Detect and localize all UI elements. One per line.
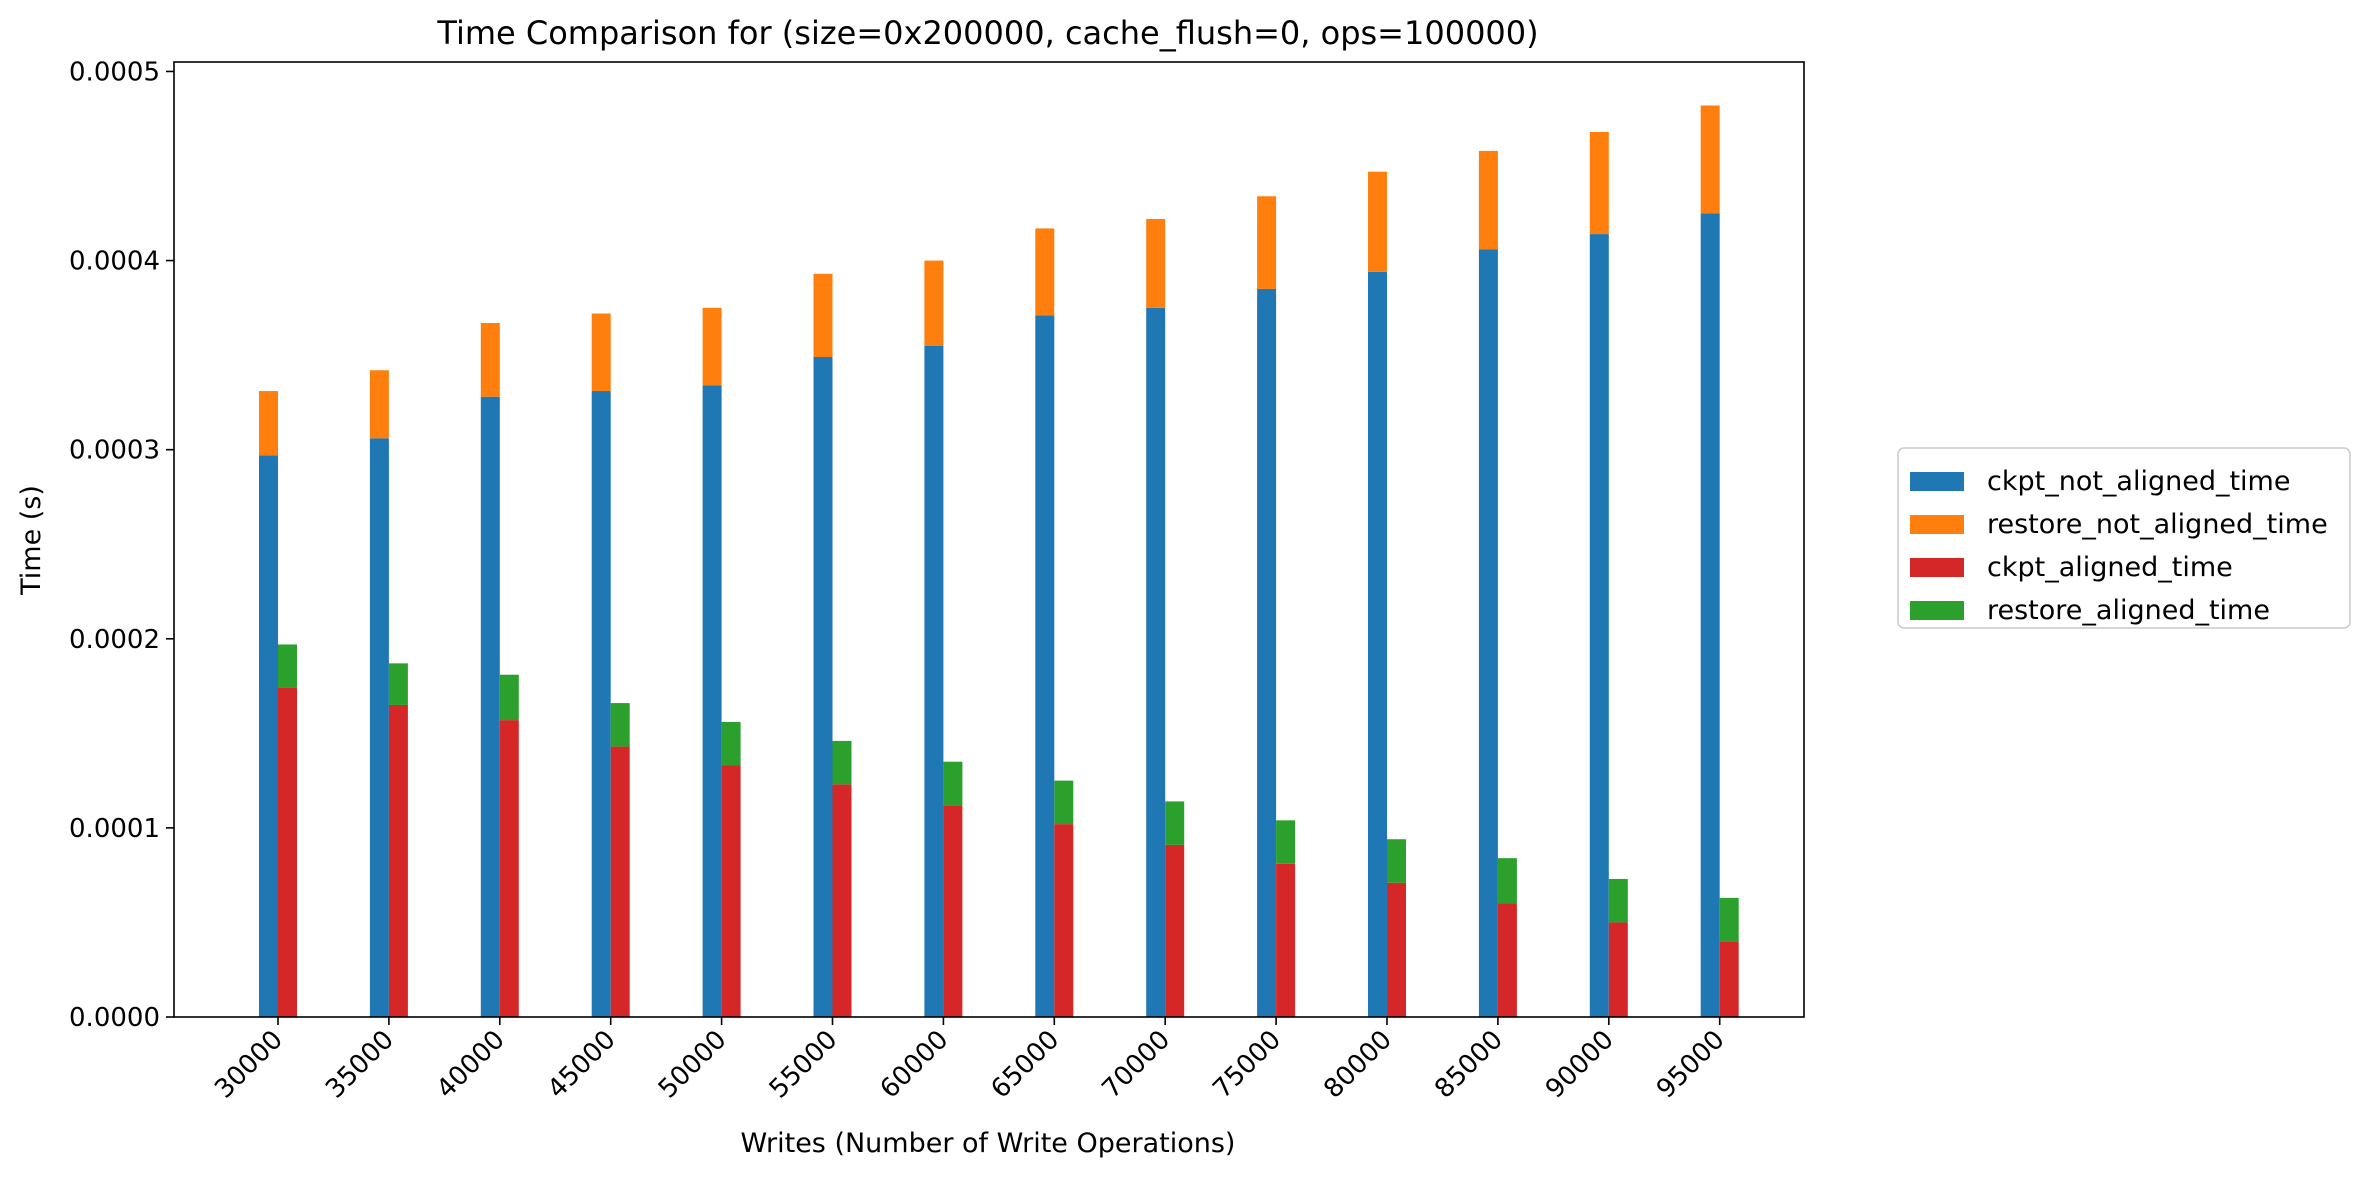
bar-ckpt-aligned-time-35000 — [388, 704, 408, 1017]
bar-restore-aligned-time-65000 — [1054, 780, 1074, 825]
legend-label-restore-not-aligned-time: restore_not_aligned_time — [1987, 509, 2328, 540]
bar-restore-not-aligned-time-75000 — [1257, 196, 1277, 289]
bar-ckpt-not-aligned-time-95000 — [1700, 213, 1720, 1018]
x-tick-label: 50000 — [653, 1025, 733, 1105]
x-tick-label: 65000 — [986, 1025, 1066, 1105]
bar-restore-aligned-time-85000 — [1497, 858, 1517, 904]
bars-layer — [259, 105, 1739, 1018]
bar-restore-aligned-time-95000 — [1719, 897, 1739, 942]
bar-restore-not-aligned-time-45000 — [591, 313, 611, 392]
x-tick-label: 60000 — [875, 1025, 955, 1105]
legend-label-ckpt-not-aligned-time: ckpt_not_aligned_time — [1987, 466, 2290, 497]
x-tick-label: 85000 — [1429, 1025, 1509, 1105]
bar-ckpt-not-aligned-time-75000 — [1257, 288, 1277, 1018]
bar-restore-not-aligned-time-70000 — [1146, 218, 1166, 308]
bar-ckpt-aligned-time-65000 — [1054, 824, 1074, 1017]
legend-swatch-restore-not-aligned-time — [1910, 515, 1964, 534]
bar-restore-not-aligned-time-60000 — [924, 260, 944, 346]
bar-restore-not-aligned-time-50000 — [702, 307, 722, 386]
bar-ckpt-not-aligned-time-30000 — [259, 455, 278, 1017]
legend-label-restore-aligned-time: restore_aligned_time — [1987, 595, 2270, 626]
bar-ckpt-aligned-time-95000 — [1719, 941, 1739, 1017]
x-tick-label: 35000 — [320, 1025, 400, 1105]
bar-ckpt-aligned-time-50000 — [721, 765, 741, 1017]
y-tick-label: 0.0002 — [69, 625, 160, 655]
plot-frame — [173, 61, 1805, 1018]
y-tick-label: 0.0004 — [69, 247, 160, 277]
legend-label-ckpt-aligned-time: ckpt_aligned_time — [1987, 552, 2233, 583]
bar-ckpt-not-aligned-time-55000 — [813, 357, 833, 1017]
bar-restore-aligned-time-30000 — [278, 644, 297, 688]
bar-ckpt-aligned-time-40000 — [499, 720, 519, 1017]
bar-restore-aligned-time-55000 — [832, 740, 852, 785]
x-tick-label: 45000 — [542, 1025, 622, 1105]
bar-ckpt-aligned-time-55000 — [832, 784, 852, 1017]
bar-ckpt-aligned-time-90000 — [1608, 922, 1628, 1017]
y-tick-label: 0.0000 — [69, 1003, 160, 1033]
x-tick-label: 90000 — [1540, 1025, 1620, 1105]
legend-swatch-ckpt-aligned-time — [1910, 558, 1964, 577]
y-axis: 0.0000 0.0001 0.0002 0.0003 0.0004 0.0005 — [69, 57, 174, 1033]
bar-restore-not-aligned-time-65000 — [1035, 228, 1055, 316]
bar-restore-aligned-time-90000 — [1608, 878, 1628, 923]
y-axis-title: Time (s) — [16, 485, 47, 596]
bar-restore-aligned-time-35000 — [388, 663, 408, 705]
x-tick-label: 95000 — [1651, 1025, 1731, 1105]
bar-ckpt-aligned-time-30000 — [278, 687, 297, 1017]
bar-restore-not-aligned-time-35000 — [369, 370, 389, 439]
bar-ckpt-not-aligned-time-45000 — [591, 391, 611, 1017]
bar-ckpt-aligned-time-60000 — [943, 805, 963, 1017]
bar-restore-aligned-time-70000 — [1165, 801, 1185, 845]
bar-restore-aligned-time-60000 — [943, 761, 963, 806]
bar-ckpt-aligned-time-70000 — [1165, 844, 1185, 1017]
legend: ckpt_not_aligned_time restore_not_aligned… — [1897, 447, 2351, 629]
bar-ckpt-not-aligned-time-50000 — [702, 385, 722, 1018]
bar-ckpt-not-aligned-time-60000 — [924, 345, 944, 1018]
bar-restore-not-aligned-time-40000 — [480, 322, 500, 397]
bar-ckpt-aligned-time-75000 — [1276, 863, 1296, 1017]
x-tick-label: 70000 — [1096, 1025, 1176, 1105]
bar-restore-not-aligned-time-90000 — [1589, 131, 1609, 235]
legend-frame — [1897, 447, 2351, 629]
legend-swatch-ckpt-not-aligned-time — [1910, 472, 1964, 491]
bar-ckpt-not-aligned-time-35000 — [369, 438, 389, 1017]
bar-restore-not-aligned-time-30000 — [259, 391, 278, 456]
bar-restore-not-aligned-time-80000 — [1368, 171, 1387, 272]
y-tick-label: 0.0003 — [69, 436, 160, 466]
bar-restore-not-aligned-time-55000 — [813, 273, 833, 358]
x-tick-label: 40000 — [431, 1025, 511, 1105]
x-axis: 30000 35000 40000 45000 50000 55000 60000 65000… — [209, 1017, 1731, 1105]
bar-restore-aligned-time-75000 — [1276, 820, 1296, 864]
x-tick-label: 30000 — [209, 1025, 289, 1105]
bar-ckpt-not-aligned-time-70000 — [1146, 307, 1166, 1018]
bar-restore-aligned-time-80000 — [1387, 839, 1406, 883]
x-tick-label: 80000 — [1318, 1025, 1398, 1105]
bar-ckpt-aligned-time-45000 — [610, 746, 630, 1017]
bar-restore-aligned-time-45000 — [610, 703, 630, 747]
bar-restore-not-aligned-time-85000 — [1478, 150, 1498, 250]
bar-ckpt-not-aligned-time-85000 — [1478, 249, 1498, 1017]
bar-ckpt-aligned-time-80000 — [1387, 882, 1406, 1017]
legend-swatch-restore-aligned-time — [1910, 601, 1964, 620]
bar-ckpt-not-aligned-time-80000 — [1368, 271, 1387, 1017]
bar-restore-not-aligned-time-95000 — [1700, 105, 1720, 214]
bar-restore-aligned-time-50000 — [721, 721, 741, 766]
x-axis-title: Writes (Number of Write Operations) — [741, 1128, 1236, 1159]
y-tick-label: 0.0001 — [69, 814, 160, 844]
x-tick-label: 55000 — [764, 1025, 844, 1105]
bar-restore-aligned-time-40000 — [499, 674, 519, 721]
bar-ckpt-not-aligned-time-65000 — [1035, 315, 1055, 1017]
chart-title: Time Comparison for (size=0x200000, cach… — [436, 14, 1538, 52]
y-tick-label: 0.0005 — [69, 57, 160, 87]
x-tick-label: 75000 — [1207, 1025, 1287, 1105]
bar-ckpt-not-aligned-time-40000 — [480, 396, 500, 1017]
bar-ckpt-aligned-time-85000 — [1497, 903, 1517, 1017]
bar-ckpt-not-aligned-time-90000 — [1589, 234, 1609, 1017]
